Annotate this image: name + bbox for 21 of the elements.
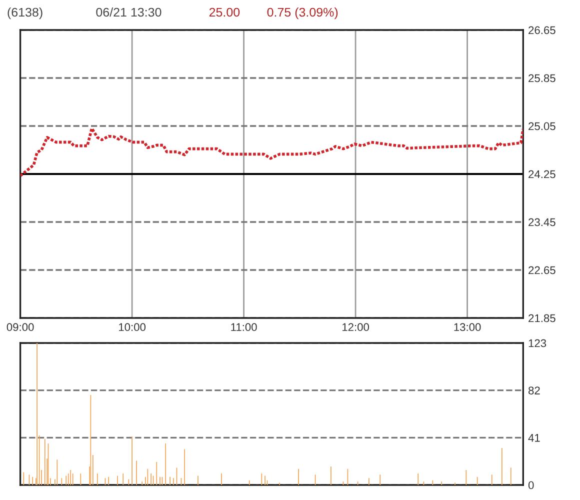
- chart-title: (6138): [8, 8, 42, 20]
- y-tick-label: 25.85: [528, 74, 556, 82]
- y-tick-label: 21.85: [528, 314, 556, 322]
- x-tick-label: 11:00: [231, 323, 257, 332]
- x-tick-label: 12:00: [342, 323, 370, 332]
- y-tick-label: 123: [528, 339, 546, 348]
- y-tick-label: 26.65: [528, 26, 556, 34]
- text: 0.75 (3.09%): [267, 8, 338, 20]
- y-tick-label: 0: [528, 481, 534, 490]
- line-series: [20, 127, 524, 178]
- y-tick-label: 41: [528, 434, 540, 442]
- y-tick-label: 23.45: [528, 218, 556, 226]
- text: 25.00: [209, 8, 240, 17]
- x-tick-label: 10:00: [118, 323, 146, 332]
- y-tick-label: 24.25: [528, 170, 556, 178]
- x-tick-label: 09:00: [6, 323, 34, 332]
- y-tick-label: 25.05: [528, 122, 556, 130]
- y-tick-label: 22.65: [528, 266, 556, 274]
- chart-subtitle: 06/21 13:30: [96, 8, 162, 17]
- y-tick-label: 82: [528, 386, 540, 394]
- x-tick-label: 13:00: [454, 323, 481, 332]
